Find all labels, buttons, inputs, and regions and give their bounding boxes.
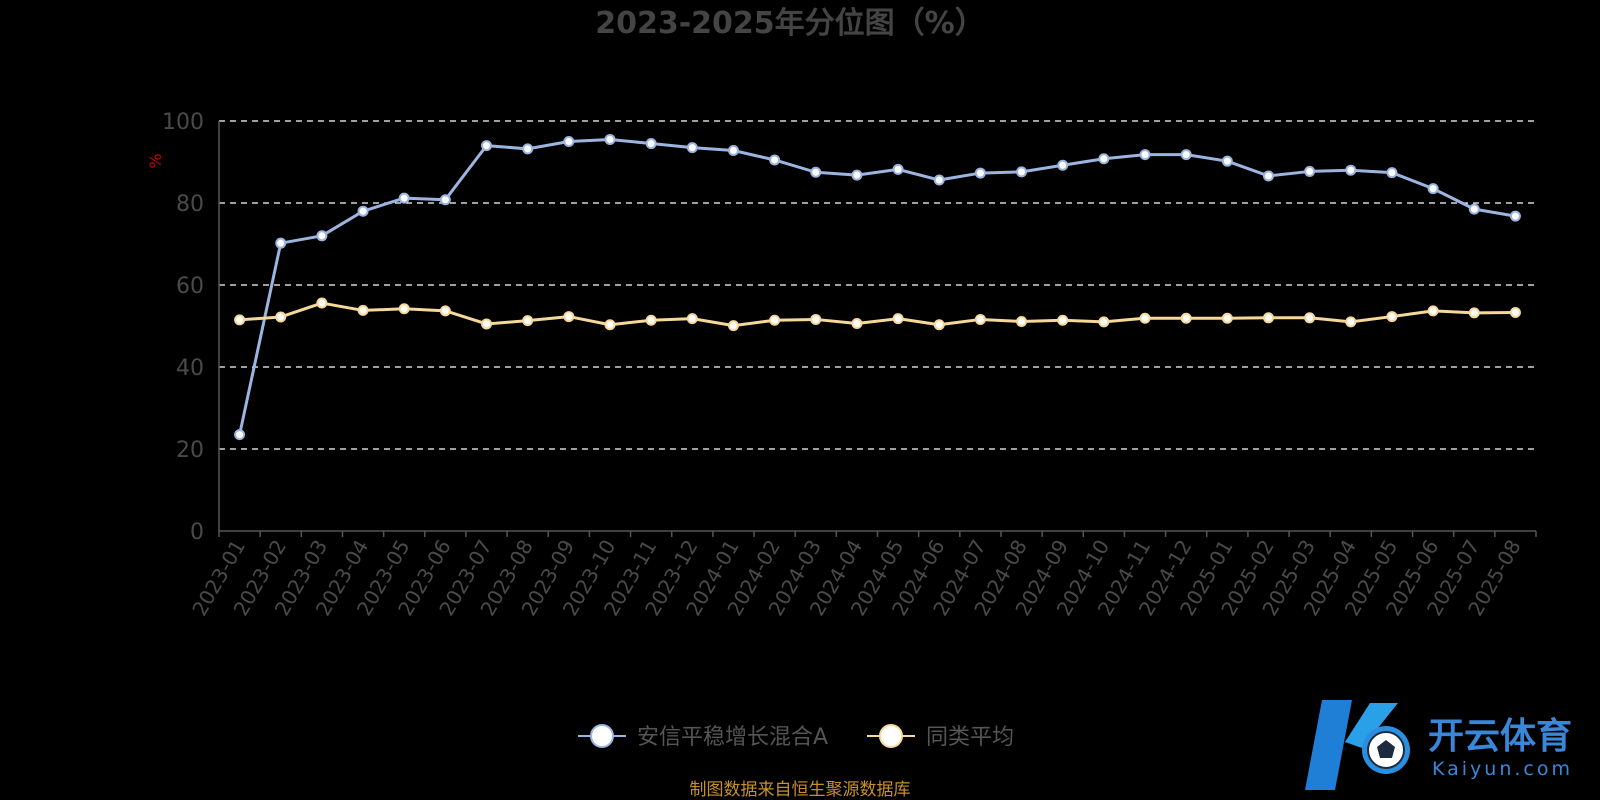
data-point	[1016, 166, 1028, 178]
legend-item-series-0[interactable]: 安信平稳增长混合A	[578, 724, 828, 750]
data-point	[1304, 312, 1316, 324]
y-tick-label: 0	[190, 520, 204, 545]
axes	[218, 121, 1536, 532]
y-tick-label: 40	[176, 356, 204, 381]
data-point	[851, 169, 863, 181]
logo-name: 开云体育	[1428, 716, 1572, 757]
series-1	[234, 297, 1521, 332]
data-point	[1180, 312, 1192, 324]
data-point	[439, 194, 451, 206]
data-point	[357, 205, 369, 217]
data-point	[563, 136, 575, 147]
series-0	[234, 133, 1521, 441]
legend-marker-series-0	[590, 724, 614, 748]
data-point	[1427, 305, 1439, 317]
data-point	[686, 313, 698, 325]
data-point	[933, 174, 945, 186]
data-point	[645, 314, 657, 326]
data-point	[645, 138, 657, 150]
data-point	[1262, 312, 1274, 324]
legend: 安信平稳增长混合A 同类平均	[578, 724, 1014, 750]
data-point	[522, 143, 534, 155]
data-point	[1345, 164, 1357, 176]
chart-title: 2023-2025年分位图（%）	[595, 6, 985, 41]
data-point	[234, 429, 246, 441]
data-point	[234, 314, 246, 326]
series-line-0	[238, 137, 1516, 435]
data-point	[810, 166, 822, 178]
data-point	[727, 320, 739, 332]
data-point	[974, 167, 986, 179]
data-point	[1139, 312, 1151, 324]
data-point	[316, 230, 328, 242]
legend-marker-series-1	[879, 724, 903, 748]
data-point	[604, 133, 616, 145]
data-point	[357, 304, 369, 316]
data-point	[1057, 314, 1069, 326]
data-point	[1016, 315, 1028, 327]
legend-item-series-1[interactable]: 同类平均	[867, 724, 1014, 750]
data-point	[1509, 210, 1521, 222]
data-point	[1468, 307, 1480, 319]
data-point	[892, 313, 904, 325]
data-point	[1262, 170, 1274, 182]
data-point	[275, 311, 287, 323]
data-point	[481, 318, 493, 330]
series-group	[234, 133, 1521, 441]
y-tick-label: 20	[176, 438, 204, 463]
data-point	[851, 318, 863, 330]
data-point	[1386, 167, 1398, 179]
data-point	[1468, 203, 1480, 215]
data-point	[1509, 306, 1521, 318]
data-point	[1221, 312, 1233, 324]
watermark-logo: 开云体育 Kaiyun.com	[1305, 700, 1573, 790]
data-point	[1098, 316, 1110, 328]
legend-label-series-0: 安信平稳增长混合A	[637, 725, 828, 750]
data-point	[522, 315, 534, 327]
data-point	[275, 237, 287, 249]
data-point	[398, 192, 410, 204]
data-point	[810, 313, 822, 325]
series-line-1	[239, 301, 1516, 328]
data-point	[1345, 316, 1357, 328]
x-axis-ticks: 2023-012023-022023-032023-042023-052023-…	[187, 531, 1537, 620]
y-tick-label: 80	[176, 192, 204, 217]
data-point	[769, 154, 781, 166]
data-point	[1221, 155, 1233, 167]
data-point	[974, 313, 986, 325]
data-point	[892, 163, 904, 175]
data-point	[769, 314, 781, 326]
data-point	[563, 311, 575, 323]
data-point	[1098, 153, 1110, 165]
data-point	[933, 319, 945, 331]
data-point	[1427, 183, 1439, 195]
legend-label-series-1: 同类平均	[926, 725, 1014, 750]
data-point	[727, 145, 739, 157]
data-point	[1180, 149, 1192, 161]
data-point	[439, 305, 451, 317]
footer-source-note: 制图数据来自恒生聚源数据库	[690, 780, 911, 800]
data-point	[481, 140, 493, 152]
data-point	[686, 142, 698, 154]
y-tick-label: 60	[176, 274, 204, 299]
logo-emblem-icon	[1305, 700, 1410, 790]
data-point	[398, 303, 410, 315]
y-tick-label: 100	[162, 110, 204, 135]
y-axis-label: %	[146, 153, 165, 168]
data-point	[1304, 165, 1316, 177]
data-point	[1139, 149, 1151, 161]
data-point	[604, 319, 616, 331]
y-axis-ticks: 0 20 40 60 80 100	[162, 110, 204, 545]
data-point	[1386, 311, 1398, 323]
data-point	[1057, 159, 1069, 171]
data-point	[316, 297, 328, 309]
logo-domain: Kaiyun.com	[1432, 758, 1573, 780]
